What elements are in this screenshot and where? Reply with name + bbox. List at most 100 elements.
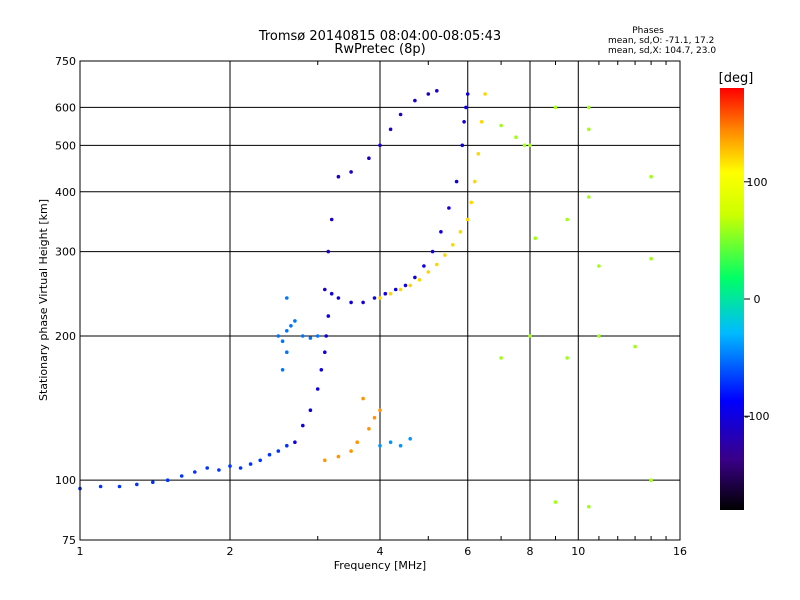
- point-low-frequency-trace: [276, 449, 281, 453]
- point-scattered-points: [587, 127, 591, 132]
- point-e-region-echoes: [378, 408, 382, 413]
- point-o-mode-lower: [464, 105, 468, 110]
- point-e-region-echoes: [372, 415, 377, 420]
- point-o-mode-upper: [323, 287, 327, 292]
- colorbar-tick-label: 0: [754, 293, 761, 306]
- point-o-mode-lower: [383, 291, 388, 296]
- point-cyan-blob: [280, 339, 285, 344]
- point-low-frequency-trace: [135, 482, 139, 487]
- x-tick-label: 1: [77, 545, 84, 558]
- point-o-mode-lower: [293, 440, 297, 445]
- point-o-mode-upper: [413, 98, 417, 103]
- point-e-region-echoes: [361, 396, 365, 401]
- point-o-mode-upper: [336, 174, 341, 179]
- point-o-mode-upper: [367, 156, 371, 160]
- point-o-mode-upper: [435, 89, 439, 93]
- point-cyan-blob: [285, 329, 289, 333]
- point-low-frequency-trace: [193, 470, 197, 474]
- point-o-mode-lower: [336, 296, 341, 300]
- point-low-frequency-trace: [285, 443, 289, 448]
- point-scattered-points: [514, 135, 518, 139]
- point-o-mode-lower: [413, 275, 417, 280]
- point-x-mode: [443, 253, 447, 257]
- point-scattered-points: [522, 143, 527, 148]
- point-x-mode: [408, 283, 413, 288]
- y-tick-label: 600: [55, 101, 76, 114]
- point-scattered-points: [633, 344, 637, 349]
- point-cyan-blob: [285, 296, 289, 300]
- x-tick-label: 16: [673, 545, 687, 558]
- point-x-mode: [451, 243, 455, 247]
- point-o-mode-lower: [430, 249, 435, 254]
- point-o-mode-lower: [324, 334, 329, 338]
- point-e-region-echoes: [367, 427, 371, 431]
- point-cyan-blob: [301, 334, 305, 338]
- point-o-mode-lower: [308, 408, 313, 413]
- y-tick-label: 200: [55, 330, 76, 343]
- colorbar-ticks: 100 0 -100: [744, 176, 769, 423]
- point-scattered-points: [649, 478, 653, 483]
- grid-layer: [80, 61, 680, 540]
- point-x-mode: [483, 92, 487, 96]
- point-scattered-points: [528, 143, 532, 148]
- y-tick-label: 400: [55, 186, 76, 199]
- point-low-frequency-trace: [205, 466, 209, 470]
- y-tick-label: 75: [62, 534, 76, 547]
- point-low-frequency-trace: [258, 458, 263, 463]
- point-cyan-blob: [308, 336, 313, 340]
- point-x-mode: [426, 270, 431, 274]
- point-x-mode: [476, 152, 481, 156]
- point-o-mode-lower: [454, 179, 459, 184]
- point-scattered-points: [649, 174, 653, 179]
- point-x-mode: [378, 296, 382, 300]
- point-o-mode-lower: [329, 291, 334, 296]
- point-low-frequency-trace: [151, 480, 155, 485]
- point-o-mode-lower: [315, 387, 320, 391]
- x-tick-label: 10: [571, 545, 585, 558]
- colorbar-tick-label: 100: [747, 176, 768, 189]
- point-low-frequency-trace: [217, 468, 221, 472]
- point-o-mode-upper: [349, 170, 353, 174]
- point-o-mode-lower: [361, 300, 365, 305]
- point-o-mode-lower: [326, 314, 331, 318]
- point-scattered-points: [597, 334, 601, 338]
- point-scattered-points: [587, 105, 591, 110]
- y-tick-label: 500: [55, 139, 76, 152]
- point-cyan-blob: [280, 368, 285, 372]
- point-o-mode-lower: [323, 350, 327, 355]
- data-points: [78, 89, 653, 509]
- point-x-mode: [388, 291, 393, 296]
- y-tick-label: 100: [55, 474, 76, 487]
- point-o-mode-upper: [378, 143, 382, 148]
- point-x-mode: [465, 217, 470, 222]
- phase-stats-heading: Phases: [632, 26, 664, 36]
- point-scattered-points: [565, 356, 569, 360]
- point-cyan-blob: [285, 350, 289, 355]
- point-low-frequency-trace: [248, 462, 253, 466]
- phase-stats-x-line: mean, sd,X: 104.7, 23.0: [608, 46, 716, 56]
- point-low-frequency-trace: [228, 464, 232, 468]
- point-x-mode: [473, 179, 477, 184]
- x-axis-label: Frequency [MHz]: [334, 559, 426, 572]
- phase-stats-o-line: mean, sd,O: -71.1, 17.2: [608, 36, 714, 46]
- point-sporadic-cyan: [378, 443, 382, 448]
- point-cyan-blob: [293, 319, 297, 323]
- point-scattered-points: [587, 504, 591, 509]
- chart-subtitle: RwPretec (8p): [334, 42, 425, 57]
- point-o-mode-upper: [388, 127, 393, 132]
- point-o-mode-lower: [319, 368, 324, 372]
- point-e-region-echoes: [355, 440, 360, 445]
- point-o-mode-lower: [301, 423, 305, 428]
- colorbar: [720, 88, 744, 510]
- point-sporadic-cyan: [398, 443, 403, 448]
- point-low-frequency-trace: [179, 474, 184, 478]
- x-tick-label: 8: [527, 545, 534, 558]
- point-x-mode: [398, 287, 403, 292]
- point-o-mode-lower: [349, 300, 353, 305]
- point-x-mode: [435, 262, 439, 267]
- point-scattered-points: [553, 105, 558, 110]
- point-o-mode-lower: [460, 143, 465, 148]
- point-scattered-points: [499, 356, 503, 360]
- point-low-frequency-trace: [267, 452, 272, 457]
- point-cyan-blob: [289, 324, 293, 328]
